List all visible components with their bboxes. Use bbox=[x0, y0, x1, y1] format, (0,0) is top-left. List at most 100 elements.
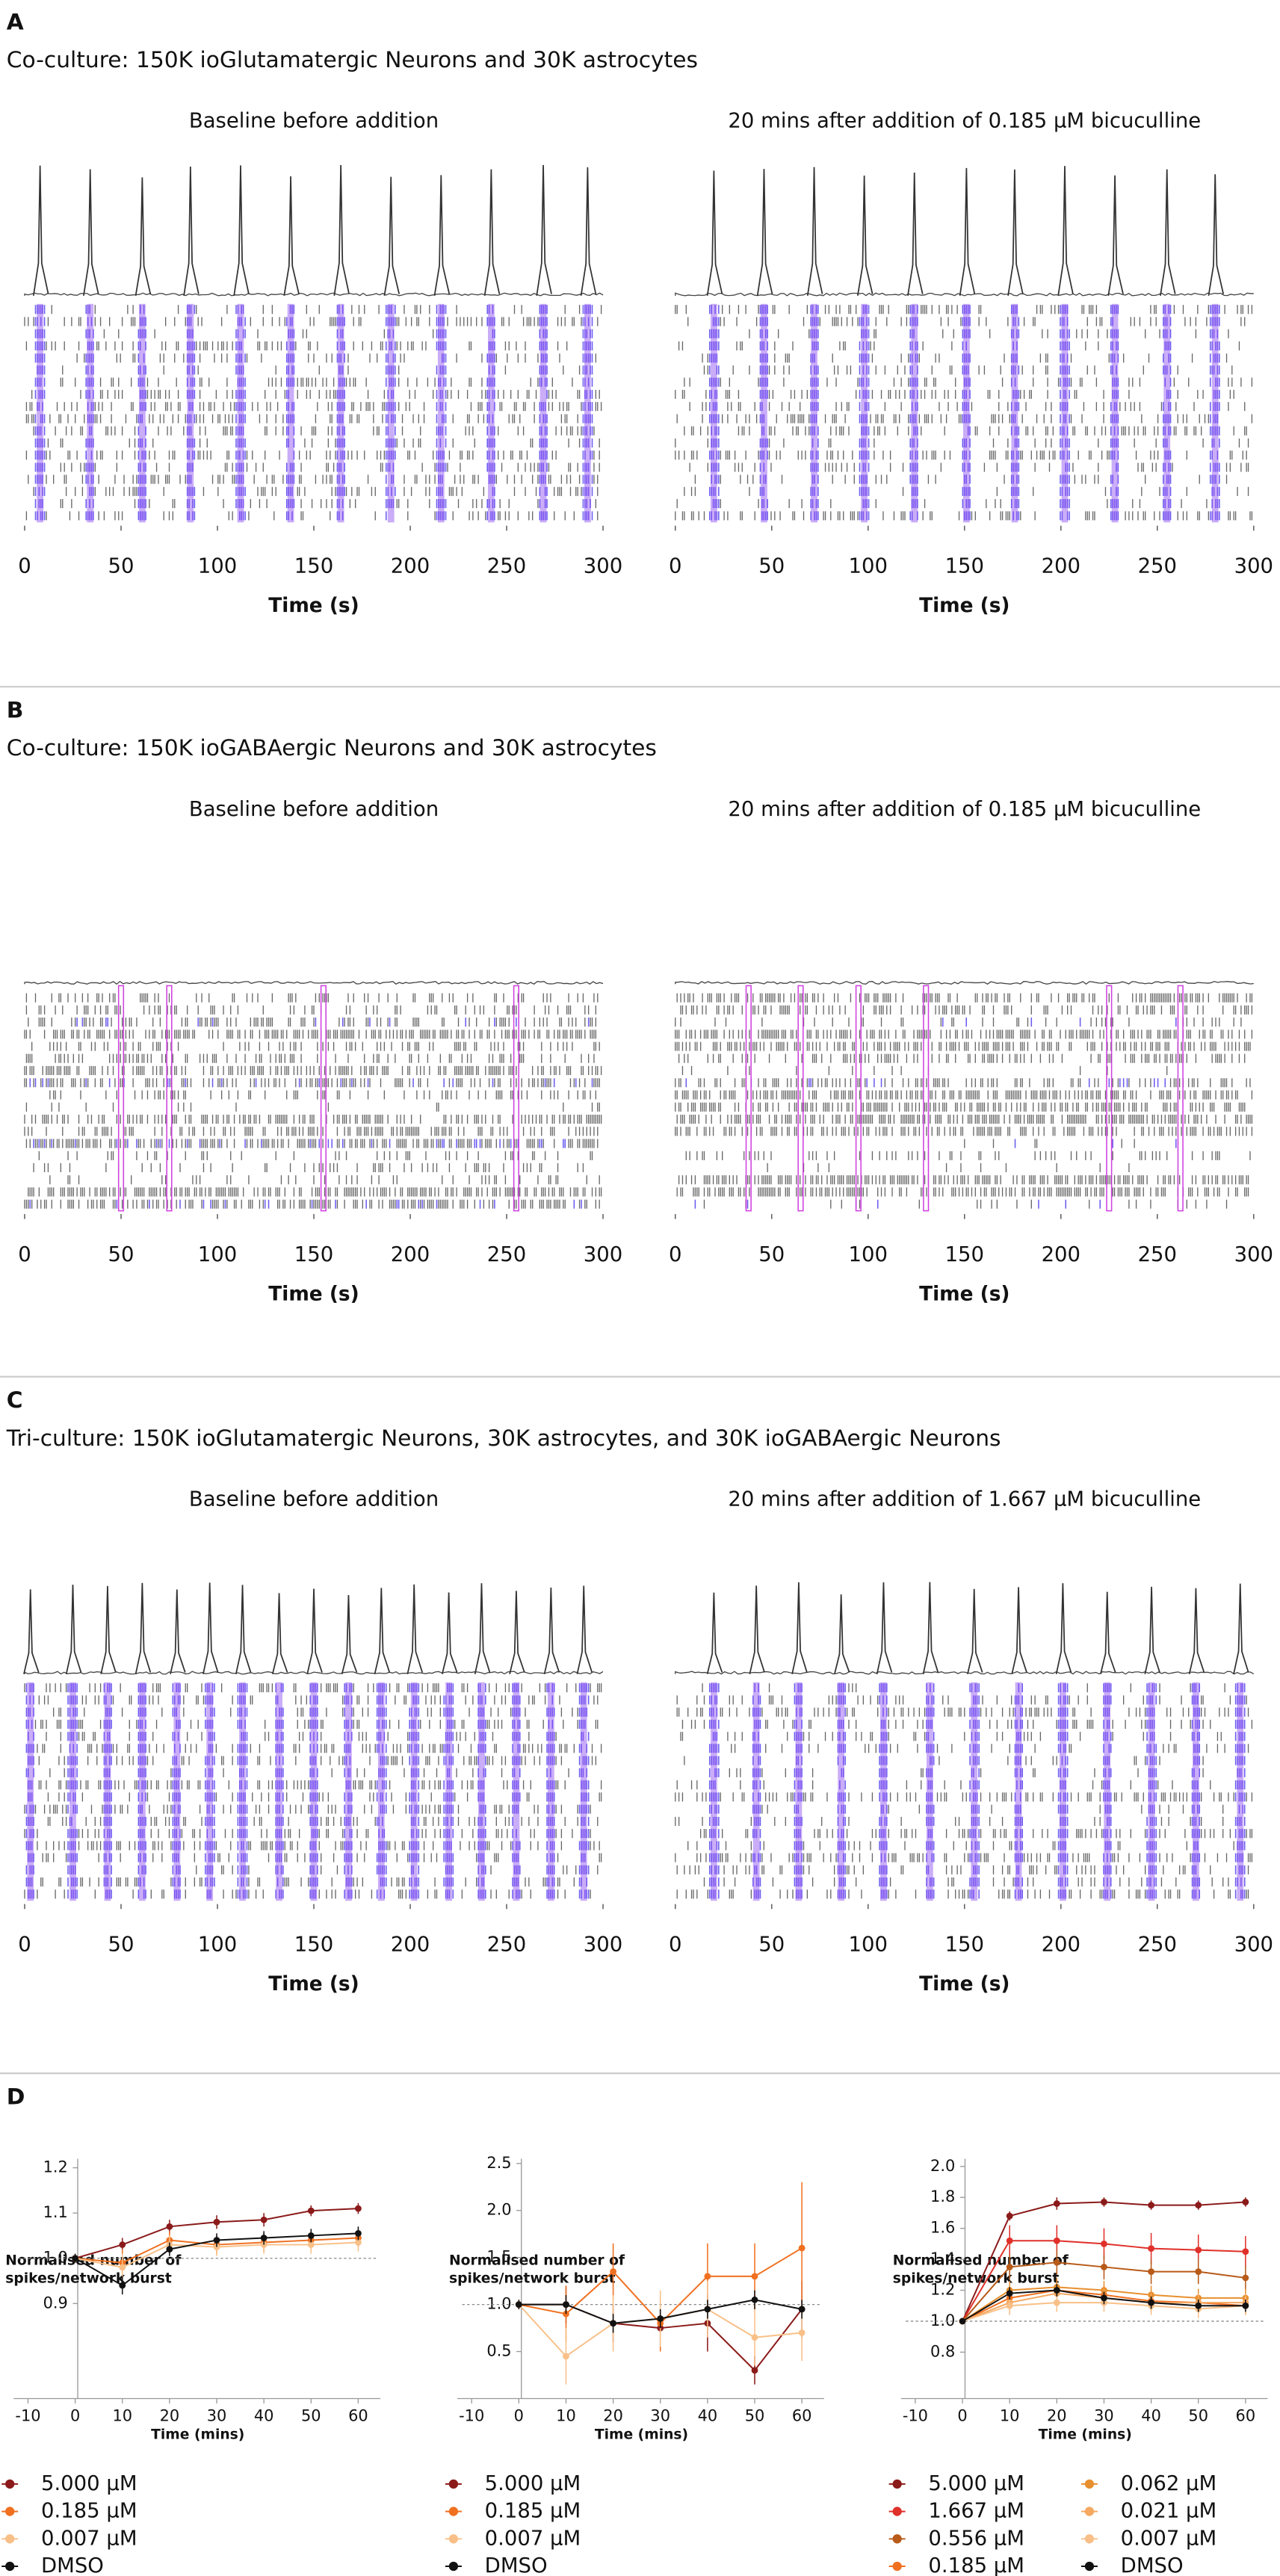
spike-row bbox=[681, 1719, 1253, 1729]
x-axis-label: Time (s) bbox=[268, 1283, 359, 1305]
y-axis-label: spikes/network burst bbox=[893, 2270, 1060, 2286]
panel-label: C bbox=[7, 1387, 23, 1413]
burst-band bbox=[239, 1682, 246, 1901]
x-axis-label: Time (mins) bbox=[1039, 2427, 1132, 2442]
spike-row bbox=[676, 499, 1208, 509]
spike-row-burst bbox=[25, 1707, 588, 1717]
x-tick-label: 20 bbox=[160, 2407, 180, 2425]
x-tick-label: 10 bbox=[112, 2407, 132, 2425]
spike-row bbox=[729, 1768, 1204, 1777]
x-tick-label: 60 bbox=[348, 2407, 368, 2425]
spike-row-burst bbox=[712, 499, 1220, 509]
spike-row-burst bbox=[25, 1744, 588, 1753]
spike-row bbox=[60, 462, 600, 472]
burst-band bbox=[513, 985, 519, 1212]
spike-row bbox=[47, 1792, 602, 1802]
trace bbox=[675, 980, 1254, 985]
x-tick-label: 150 bbox=[294, 1242, 333, 1266]
burst-band bbox=[1061, 303, 1069, 523]
burst-band bbox=[1193, 1682, 1199, 1901]
legend-marker bbox=[448, 2507, 459, 2516]
spike-row-burst bbox=[34, 451, 593, 460]
trace bbox=[675, 1671, 1255, 1675]
spike-row bbox=[680, 1732, 1222, 1741]
spike-row bbox=[60, 499, 597, 509]
legend-marker bbox=[5, 2507, 15, 2516]
burst-peak bbox=[100, 1585, 117, 1674]
legend-marker bbox=[1084, 2479, 1095, 2489]
x-tick-label: 20 bbox=[1047, 2407, 1067, 2425]
legend-marker bbox=[1084, 2507, 1095, 2516]
spike-row-burst bbox=[25, 1768, 588, 1777]
burst-peak bbox=[383, 176, 401, 296]
data-point bbox=[260, 2216, 268, 2223]
burst-peak bbox=[235, 1585, 252, 1674]
legend-label: 0.062 µM bbox=[1121, 2471, 1217, 2495]
spike-row-burst bbox=[28, 1756, 590, 1765]
trace bbox=[675, 292, 1254, 297]
burst-peak bbox=[474, 1583, 491, 1674]
spike-row bbox=[767, 1162, 1130, 1172]
spike-row bbox=[47, 438, 600, 448]
x-tick-label: 50 bbox=[745, 2407, 765, 2425]
data-point bbox=[798, 2244, 806, 2252]
spike-row bbox=[24, 317, 599, 326]
spike-row-burst bbox=[37, 365, 593, 375]
burst-peak bbox=[1208, 174, 1225, 296]
data-point bbox=[1006, 2290, 1013, 2297]
x-tick-label: 300 bbox=[584, 1933, 622, 1957]
spike-row bbox=[33, 486, 599, 496]
x-tick-label: 40 bbox=[698, 2407, 718, 2425]
spike-row bbox=[24, 1829, 591, 1839]
spike-row bbox=[684, 486, 1249, 496]
spike-row-burst bbox=[708, 1865, 1246, 1874]
x-tick-label: 0 bbox=[669, 554, 681, 578]
spike-row-burst bbox=[34, 353, 593, 363]
burst-peak bbox=[1107, 175, 1124, 296]
spike-row bbox=[196, 1865, 599, 1874]
legend-marker bbox=[892, 2561, 902, 2572]
x-tick-label: 0 bbox=[669, 1242, 681, 1266]
burst-band bbox=[1015, 1682, 1022, 1901]
legend-label: 5.000 µM bbox=[928, 2471, 1024, 2495]
spike-row bbox=[675, 389, 1234, 399]
burst-peak bbox=[1100, 1591, 1116, 1674]
y-tick-label: 1.0 bbox=[930, 2312, 955, 2329]
burst-peak bbox=[1144, 1586, 1160, 1674]
spike-row-burst bbox=[708, 1768, 1246, 1777]
x-tick-label: 10 bbox=[556, 2407, 576, 2425]
spike-row bbox=[761, 1804, 1224, 1814]
spike-row bbox=[703, 365, 1233, 375]
spike-row bbox=[675, 1078, 1251, 1088]
y-tick-label: 1.8 bbox=[930, 2188, 955, 2205]
spike-row-burst bbox=[25, 1829, 590, 1839]
burst-peak bbox=[170, 1589, 186, 1674]
spike-row-burst bbox=[25, 1695, 590, 1705]
spike-row bbox=[678, 1053, 1246, 1063]
burst-band bbox=[926, 1682, 933, 1901]
spike-row bbox=[731, 1744, 1249, 1753]
data-point bbox=[515, 2301, 522, 2309]
spike-row bbox=[25, 1005, 597, 1015]
x-tick-label: 0 bbox=[18, 1242, 31, 1266]
spike-row-burst bbox=[708, 1756, 1246, 1765]
y-tick-label: 1.1 bbox=[43, 2203, 68, 2221]
burst-band bbox=[1211, 303, 1219, 523]
data-point bbox=[307, 2232, 315, 2239]
legend-label: 5.000 µM bbox=[485, 2471, 581, 2495]
spike-row bbox=[676, 1695, 1247, 1705]
spike-row-burst bbox=[711, 438, 1220, 448]
burst-peak bbox=[202, 1582, 219, 1674]
spike-row bbox=[24, 1030, 597, 1039]
spike-row bbox=[25, 414, 578, 424]
legend-label: DMSO bbox=[41, 2554, 104, 2576]
spike-row bbox=[676, 1780, 1211, 1790]
x-tick-label: 300 bbox=[1234, 1242, 1273, 1266]
spike-row-burst bbox=[708, 1804, 1246, 1814]
trace bbox=[24, 1671, 604, 1675]
data-point bbox=[307, 2207, 315, 2214]
spike-row-burst bbox=[34, 511, 593, 521]
spike-row bbox=[24, 1065, 602, 1076]
spike-row-burst bbox=[708, 1816, 1246, 1826]
x-tick-label: 40 bbox=[1141, 2407, 1161, 2425]
